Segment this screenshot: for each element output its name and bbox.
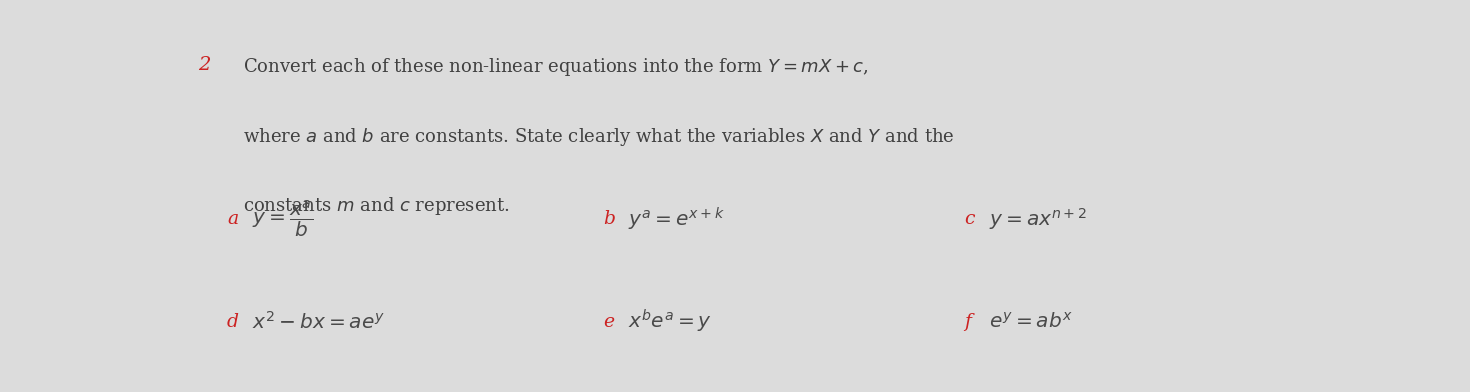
Text: $x^{2} - bx = ae^{y}$: $x^{2} - bx = ae^{y}$	[253, 311, 385, 333]
Text: c: c	[964, 210, 975, 228]
Text: $y = ax^{n+2}$: $y = ax^{n+2}$	[989, 206, 1088, 232]
Text: constants $m$ and $c$ represent.: constants $m$ and $c$ represent.	[243, 195, 510, 217]
Text: b: b	[603, 210, 614, 228]
Text: a: a	[226, 210, 238, 228]
Text: $x^{b}e^{a} = y$: $x^{b}e^{a} = y$	[628, 308, 711, 335]
Text: f: f	[964, 313, 972, 331]
Text: d: d	[226, 313, 240, 331]
Text: e: e	[603, 313, 614, 331]
Text: $e^{y} = ab^{x}$: $e^{y} = ab^{x}$	[989, 312, 1073, 332]
Text: Convert each of these non-linear equations into the form $Y = mX + c$,: Convert each of these non-linear equatio…	[243, 56, 869, 78]
Text: where $a$ and $b$ are constants. State clearly what the variables $X$ and $Y$ an: where $a$ and $b$ are constants. State c…	[243, 125, 954, 147]
Text: $y^{a} = e^{x+k}$: $y^{a} = e^{x+k}$	[628, 205, 725, 233]
Text: $y = \dfrac{x^{a}}{b}$: $y = \dfrac{x^{a}}{b}$	[253, 198, 313, 240]
Text: 2: 2	[198, 56, 210, 74]
